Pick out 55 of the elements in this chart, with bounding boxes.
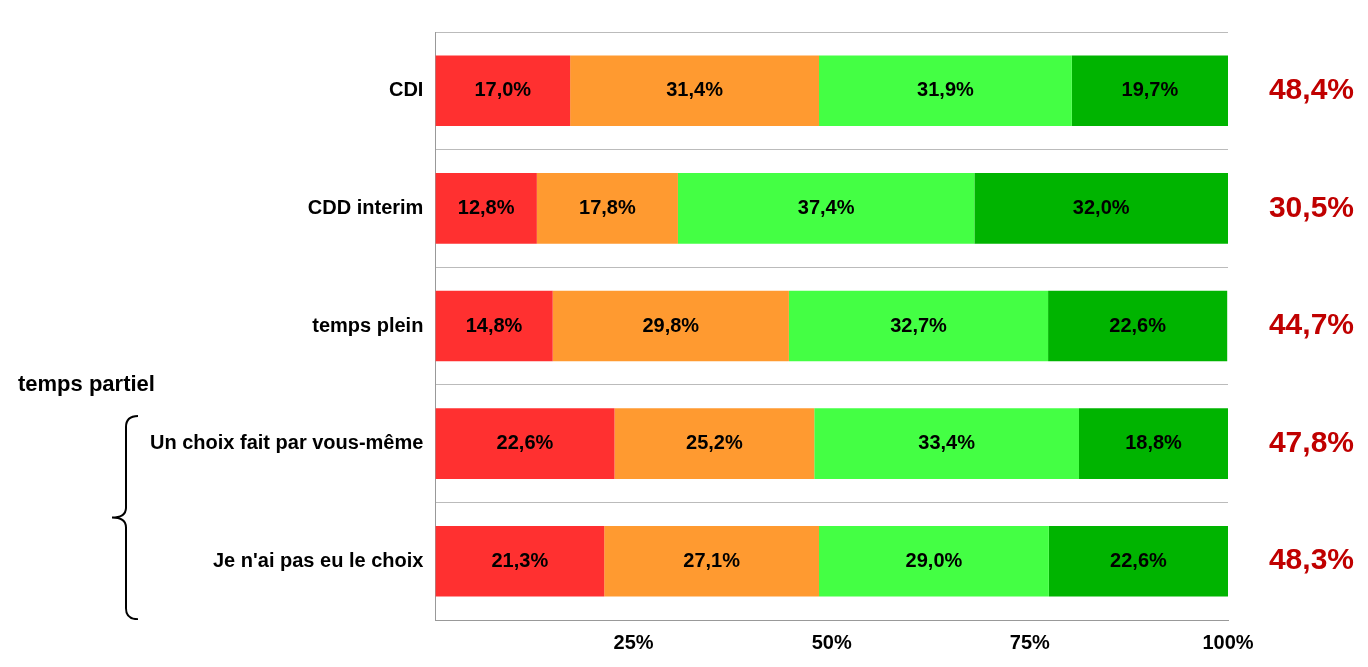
bar (788, 290, 1049, 362)
x-tick-label: 100% (1202, 630, 1254, 653)
bar (1071, 55, 1228, 127)
bar (1078, 408, 1228, 479)
bar (974, 173, 1228, 244)
text: temps partiel (18, 370, 155, 396)
bar (435, 408, 615, 479)
bar (435, 55, 571, 127)
data-label: 32,0% (1072, 195, 1130, 218)
data-label: 29,8% (642, 313, 700, 336)
data-label: 29,0% (905, 548, 963, 571)
text: 44,7% (1268, 307, 1354, 341)
text: 47,8% (1268, 424, 1354, 458)
y-tick-label: temps plein (312, 313, 424, 336)
data-label: 17,8% (579, 195, 636, 218)
bar (435, 290, 553, 362)
text: 30,5% (1268, 189, 1354, 223)
data-label: 17,0% (474, 78, 532, 101)
y-tick-label: CDD interim (307, 195, 424, 218)
data-label: 27,1% (683, 548, 741, 571)
x-tick-label: 25% (613, 630, 654, 653)
data-label: 21,3% (491, 548, 549, 571)
data-label: 37,4% (797, 195, 855, 218)
bar (814, 408, 1079, 479)
data-label: 31,9% (917, 78, 974, 101)
bar (536, 173, 678, 244)
data-label: 22,6% (1109, 313, 1167, 336)
data-label: 31,4% (666, 78, 724, 101)
data-label: 12,8% (457, 195, 515, 218)
x-tick-label: 75% (1009, 630, 1051, 653)
y-tick-label: CDI (388, 78, 424, 101)
bar (677, 173, 975, 244)
data-label: 25,2% (686, 431, 743, 454)
data-label: 22,6% (1110, 548, 1167, 571)
bar (604, 525, 820, 597)
data-label: 22,6% (496, 431, 554, 454)
data-label: 19,7% (1121, 78, 1179, 101)
data-label: 32,7% (890, 313, 948, 336)
x-tick-label: 50% (811, 630, 852, 653)
y-tick-label: Je n'ai pas eu le choix (212, 548, 424, 571)
bar (819, 55, 1072, 127)
bar (819, 525, 1049, 597)
data-label: 18,8% (1125, 431, 1183, 454)
y-tick-label: Un choix fait par vous-même (149, 431, 424, 454)
data-label: 14,8% (465, 313, 523, 336)
text: 48,3% (1268, 542, 1354, 576)
data-label: 33,4% (918, 431, 976, 454)
bar (614, 408, 815, 479)
bar (570, 55, 820, 127)
bar (435, 525, 605, 597)
bar (1048, 290, 1228, 362)
bar (1048, 525, 1228, 597)
bar (552, 290, 789, 362)
bar (435, 173, 537, 244)
text: 48,4% (1268, 72, 1354, 106)
